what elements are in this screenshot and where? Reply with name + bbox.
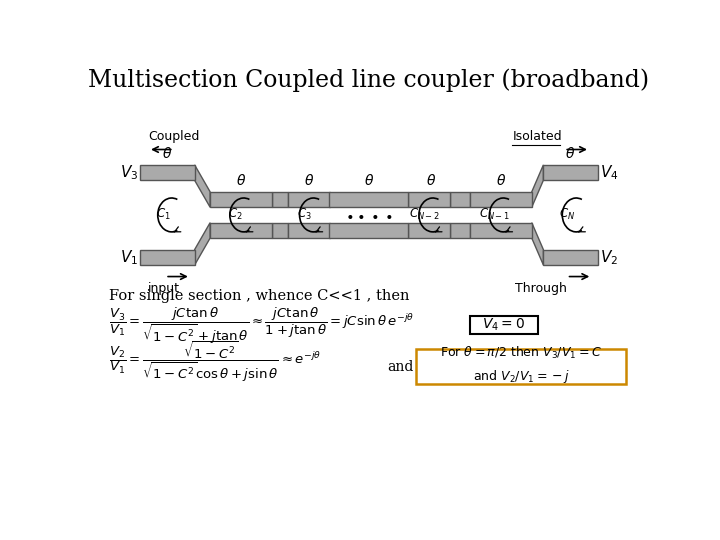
Text: $C_2$: $C_2$ — [228, 207, 242, 222]
Polygon shape — [451, 192, 469, 207]
Text: $C_{N-1}$: $C_{N-1}$ — [479, 207, 510, 222]
Text: $V_4=0$: $V_4=0$ — [482, 317, 526, 333]
Text: $V_4$: $V_4$ — [600, 163, 618, 182]
Text: $\theta$: $\theta$ — [495, 173, 506, 188]
Text: $V_2$: $V_2$ — [600, 248, 618, 267]
Text: $C_N$: $C_N$ — [559, 207, 575, 222]
Text: $V_3$: $V_3$ — [120, 163, 138, 182]
Polygon shape — [532, 165, 544, 207]
Polygon shape — [272, 192, 287, 207]
Polygon shape — [194, 222, 210, 265]
Text: $\dfrac{V_3}{V_1} = \dfrac{jC\tan\theta}{\sqrt{1-C^2}+j\tan\theta}$$\approx \dfr: $\dfrac{V_3}{V_1} = \dfrac{jC\tan\theta}… — [109, 305, 415, 346]
Bar — [408, 222, 451, 238]
Text: $V_1$: $V_1$ — [120, 248, 138, 267]
Polygon shape — [194, 165, 210, 207]
Text: For single section , whence C<<1 , then: For single section , whence C<<1 , then — [109, 289, 410, 303]
Text: Coupled: Coupled — [148, 130, 199, 143]
Bar — [469, 316, 538, 334]
Text: $\bullet\bullet\bullet\bullet$: $\bullet\bullet\bullet\bullet$ — [345, 208, 393, 222]
Bar — [329, 222, 408, 238]
Bar — [287, 222, 330, 238]
Text: Isolated: Isolated — [513, 130, 562, 143]
Polygon shape — [272, 222, 287, 238]
Text: $\theta$: $\theta$ — [305, 173, 315, 188]
Text: $\theta$: $\theta$ — [236, 173, 246, 188]
Bar — [287, 192, 330, 207]
Bar — [544, 165, 598, 180]
Text: $\theta$: $\theta$ — [163, 146, 173, 161]
Bar — [210, 222, 272, 238]
Text: $\theta$: $\theta$ — [565, 146, 575, 161]
Polygon shape — [532, 222, 544, 265]
Text: and: and — [387, 360, 413, 374]
Polygon shape — [451, 222, 469, 238]
Bar — [408, 192, 451, 207]
Text: $\dfrac{V_2}{V_1} = \dfrac{\sqrt{1-C^2}}{\sqrt{1-C^2}\cos\theta+j\sin\theta}$$\a: $\dfrac{V_2}{V_1} = \dfrac{\sqrt{1-C^2}}… — [109, 339, 322, 383]
Text: $C_1$: $C_1$ — [156, 207, 170, 222]
Bar — [140, 165, 194, 180]
Bar — [544, 249, 598, 265]
Text: $C_{N-2}$: $C_{N-2}$ — [408, 207, 439, 222]
Text: Through: Through — [515, 282, 567, 295]
Text: Multisection Coupled line coupler (broadband): Multisection Coupled line coupler (broad… — [89, 69, 649, 92]
Text: $\theta$: $\theta$ — [364, 173, 374, 188]
Bar — [415, 349, 626, 384]
Text: For $\theta = \pi/2$ then $V_3/V_1= C$
and $V_2/V_1 = -j$: For $\theta = \pi/2$ then $V_3/V_1= C$ a… — [440, 345, 602, 385]
Text: $C_3$: $C_3$ — [297, 207, 312, 222]
Bar — [469, 192, 532, 207]
Bar — [329, 192, 408, 207]
Bar — [210, 192, 272, 207]
Text: $\theta$: $\theta$ — [426, 173, 436, 188]
Text: input: input — [148, 282, 180, 295]
Bar — [140, 249, 194, 265]
Bar — [469, 222, 532, 238]
